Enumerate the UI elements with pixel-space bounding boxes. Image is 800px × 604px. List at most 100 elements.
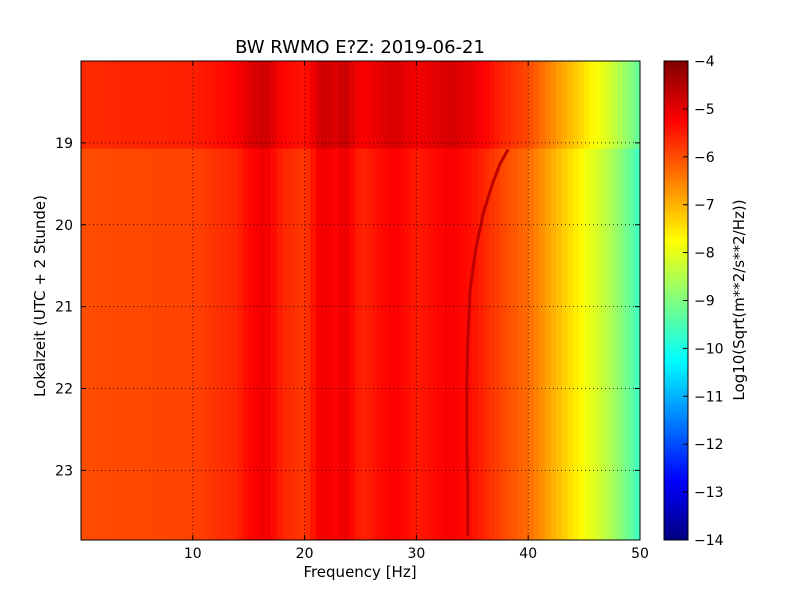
spectrogram-cell	[388, 61, 395, 149]
spectrogram-cell	[561, 61, 568, 540]
colorbar-tick-label: −7	[694, 198, 715, 214]
spectrogram-cell	[623, 61, 630, 149]
spectrogram-cell	[265, 61, 272, 149]
spectrogram-cell	[332, 61, 339, 149]
spectrogram-cell	[483, 61, 490, 149]
spectrogram-cell	[142, 61, 149, 149]
spectrogram-cell	[148, 61, 155, 540]
spectrogram-cell	[427, 61, 434, 540]
spectrogram-cell	[500, 61, 507, 149]
spectrogram-cell	[617, 61, 624, 149]
spectrogram-cell	[433, 61, 440, 149]
spectrogram-cell	[410, 61, 417, 149]
spectrogram-cell	[477, 61, 485, 540]
spectrogram-cell	[589, 61, 596, 540]
spectrogram-cell	[181, 61, 188, 149]
spectrogram-cell	[382, 61, 390, 149]
colorbar-label: Log10(Sqrt(m**2/s**2/Hz))	[730, 199, 748, 400]
spectrogram-cell	[354, 61, 362, 540]
spectrogram-cell	[600, 61, 608, 540]
spectrogram-cell	[556, 61, 563, 149]
chart-title: BW RWMO E?Z: 2019-06-21	[235, 37, 485, 58]
spectrogram-cell	[248, 61, 255, 149]
spectrogram-cell	[410, 61, 417, 540]
spectrogram-cell	[421, 61, 429, 149]
spectrogram-cell	[187, 61, 194, 149]
spectrogram-cell	[203, 61, 211, 540]
spectrogram-cell	[187, 61, 194, 540]
spectrogram-cell	[114, 61, 121, 540]
spectrogram-cell	[209, 61, 216, 540]
spectrogram-cell	[494, 61, 501, 149]
plot-area	[81, 61, 640, 540]
spectrogram-cell	[114, 61, 121, 149]
spectrogram-cell	[136, 61, 144, 149]
spectrogram-cell	[164, 61, 172, 540]
spectrogram-cell	[231, 61, 239, 540]
plot-frame	[80, 60, 641, 541]
spectrogram-cell	[544, 61, 552, 149]
spectrogram-cell	[522, 61, 529, 540]
spectrogram-cell	[131, 61, 138, 540]
drifting-line	[465, 148, 510, 536]
spectrogram-cell	[198, 61, 205, 540]
spectrogram-cell	[86, 61, 93, 540]
spectrogram-cell	[556, 61, 563, 540]
spectrogram-cell	[584, 61, 591, 540]
spectrogram-cell	[81, 61, 88, 149]
spectrogram-cell	[617, 61, 624, 540]
spectrogram-cell	[550, 61, 557, 149]
spectrogram-cell	[299, 61, 306, 540]
spectrogram-cell	[589, 61, 596, 149]
spectrogram-cell	[254, 61, 261, 540]
spectrogram-cell	[203, 61, 211, 149]
spectrogram-cell	[567, 61, 574, 540]
spectrogram-cell	[517, 61, 524, 149]
spectrogram-cell	[366, 61, 373, 149]
spectrogram-cell	[511, 61, 518, 149]
colorbar-tick-label: −4	[694, 54, 715, 70]
spectrogram-cell	[416, 61, 423, 149]
spectrogram-cell	[550, 61, 557, 540]
spectrogram-cell	[449, 61, 457, 149]
spectrogram-cell	[472, 61, 479, 540]
colorbar-tick-label: −6	[694, 150, 715, 166]
spectrogram-cell	[220, 61, 227, 149]
y-axis-label: Lokalzeit (UTC + 2 Stunde)	[31, 195, 49, 397]
y-axis: 19 20 21 22 23	[55, 136, 640, 479]
spectrogram-cell	[544, 61, 552, 540]
spectrogram-cell	[259, 61, 267, 540]
spectrogram-cell	[377, 61, 384, 149]
spectrogram-cell	[388, 61, 395, 540]
spectrogram-cell	[405, 61, 412, 149]
spectrogram-cell	[349, 61, 356, 540]
spectrogram-cell	[623, 61, 630, 540]
y-tick-label: 19	[55, 136, 73, 152]
y-tick-label: 20	[55, 218, 73, 234]
spectrogram-cell	[209, 61, 216, 149]
spectrogram-cell	[578, 61, 585, 540]
spectrogram-cell	[505, 61, 513, 540]
spectrogram-cell	[92, 61, 99, 540]
spectrogram-cell	[226, 61, 233, 540]
spectrogram-cell	[416, 61, 423, 540]
spectrogram-cell	[231, 61, 239, 149]
spectrogram-cell	[394, 61, 401, 540]
spectrogram-cell	[405, 61, 412, 540]
spectrogram-cell	[511, 61, 518, 540]
spectrogram-cell	[427, 61, 434, 149]
spectrogram-cell	[287, 61, 295, 540]
spectrogram-cell	[293, 61, 300, 540]
spectrogram-cell	[265, 61, 272, 540]
spectrogram-cell	[371, 61, 378, 540]
spectrogram-cell	[584, 61, 591, 149]
spectrogram-cell	[198, 61, 205, 149]
spectrogram-cell	[628, 61, 636, 540]
spectrogram-cell	[181, 61, 188, 540]
spectrogram-cell	[131, 61, 138, 149]
spectrogram-cell	[349, 61, 356, 149]
spectrogram-cell	[628, 61, 636, 149]
colorbar-tick-label: −12	[694, 437, 724, 453]
spectrogram-cell	[354, 61, 362, 149]
